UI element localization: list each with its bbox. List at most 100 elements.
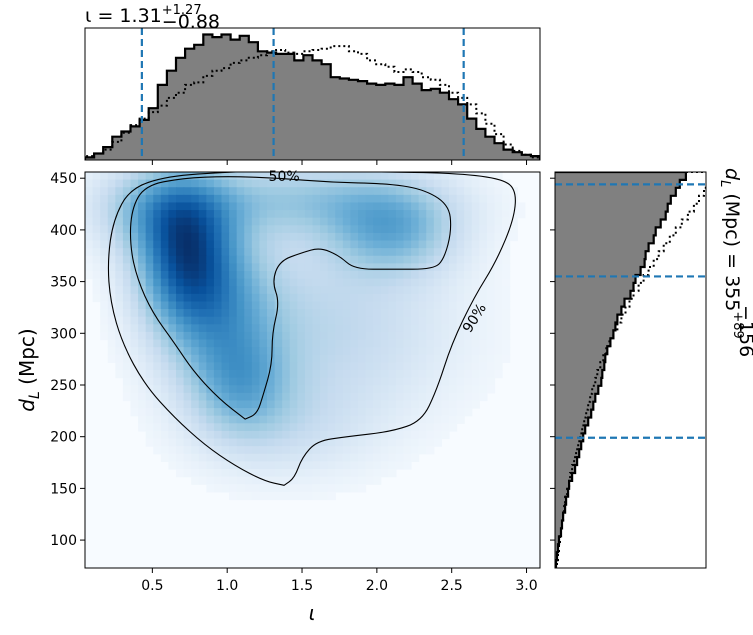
heatmap-cell: [418, 316, 427, 325]
heatmap-cell: [138, 392, 147, 402]
heatmap-cell: [320, 271, 329, 280]
heatmap-cell: [403, 225, 412, 234]
heatmap-cell: [403, 461, 412, 470]
heatmap-cell: [267, 408, 276, 417]
heatmap-cell: [471, 240, 480, 249]
x-tick-label: 0.5: [141, 578, 163, 594]
heatmap-cell: [153, 354, 162, 363]
heatmap-cell: [464, 248, 473, 257]
heatmap-cell: [433, 316, 443, 325]
heatmap-cell: [176, 301, 185, 310]
heatmap-cell: [403, 293, 412, 303]
heatmap-cell: [342, 408, 352, 417]
heatmap-cell: [259, 324, 268, 333]
heatmap-cell: [320, 202, 329, 211]
heatmap-cell: [456, 400, 465, 409]
heatmap-cell: [373, 446, 382, 455]
heatmap-cell: [433, 415, 443, 424]
heatmap-cell: [297, 461, 306, 470]
heatmap-cell: [380, 255, 389, 264]
heatmap-cell: [115, 324, 124, 333]
heatmap-cell: [168, 278, 177, 287]
heatmap-cell: [229, 309, 238, 318]
heatmap-cell: [426, 370, 435, 379]
heatmap-cell: [198, 248, 207, 257]
heatmap-cell: [342, 263, 352, 272]
heatmap-cell: [456, 377, 465, 386]
heatmap-cell: [138, 210, 147, 219]
heatmap-cell: [320, 446, 329, 455]
heatmap-cell: [350, 248, 359, 257]
heatmap-cell: [456, 362, 465, 371]
heatmap-cell: [502, 354, 511, 363]
heatmap-cell: [320, 430, 329, 440]
heatmap-cell: [168, 438, 177, 447]
heatmap-cell: [502, 202, 511, 211]
heatmap-cell: [449, 301, 458, 310]
heatmap-cell: [471, 194, 480, 204]
heatmap-cell: [350, 354, 359, 363]
heatmap-cell: [388, 385, 397, 394]
heatmap-cell: [395, 225, 405, 234]
heatmap-cell: [471, 309, 480, 318]
heatmap-cell: [395, 248, 405, 257]
heatmap-cell: [160, 309, 170, 318]
heatmap-cell: [494, 362, 503, 371]
heatmap-cell: [183, 248, 192, 257]
heatmap-cell: [267, 385, 276, 394]
heatmap-cell: [335, 301, 344, 310]
heatmap-cell: [350, 415, 359, 424]
heatmap-cell: [168, 271, 177, 280]
heatmap-cell: [289, 179, 298, 188]
heatmap-cell: [274, 263, 283, 272]
heatmap-cell: [221, 370, 230, 379]
heatmap-cell: [183, 400, 192, 409]
heatmap-cell: [418, 202, 427, 211]
heatmap-cell: [486, 194, 496, 204]
heatmap-cell: [312, 430, 321, 440]
heatmap-cell: [350, 438, 359, 447]
heatmap-cell: [259, 476, 268, 485]
heatmap-cell: [115, 172, 124, 181]
heatmap-cell: [388, 408, 397, 417]
heatmap-cell: [358, 423, 367, 432]
heatmap-cell: [289, 217, 298, 226]
heatmap-cell: [479, 316, 488, 325]
heatmap-cell: [221, 301, 230, 310]
heatmap-cell: [282, 286, 291, 295]
heatmap-cell: [145, 438, 154, 447]
heatmap-cell: [365, 430, 374, 440]
heatmap-cell: [191, 278, 200, 287]
heatmap-cell: [267, 415, 276, 424]
heatmap-cell: [244, 331, 253, 341]
heatmap-cell: [251, 217, 261, 226]
heatmap-cell: [168, 240, 177, 249]
heatmap-cell: [426, 293, 435, 303]
heatmap-cell: [221, 362, 230, 371]
heatmap-cell: [380, 453, 389, 462]
heatmap-cell: [145, 248, 154, 257]
heatmap-cell: [449, 278, 458, 287]
heatmap-cell: [198, 331, 207, 341]
heatmap-cell: [342, 438, 352, 447]
heatmap-cell: [456, 354, 465, 363]
heatmap-cell: [373, 453, 382, 462]
heatmap-cell: [138, 255, 147, 264]
heatmap-cell: [456, 278, 465, 287]
heatmap-cell: [449, 293, 458, 303]
heatmap-cell: [138, 385, 147, 394]
heatmap-cell: [388, 210, 397, 219]
heatmap-cell: [206, 316, 215, 325]
heatmap-cell: [183, 362, 192, 371]
heatmap-cell: [456, 286, 465, 295]
heatmap-cell: [229, 293, 238, 303]
heatmap-cell: [221, 377, 230, 386]
heatmap-cell: [373, 415, 382, 424]
heatmap-cell: [388, 446, 397, 455]
heatmap-cell: [350, 392, 359, 402]
heatmap-cell: [471, 377, 480, 386]
heatmap-cell: [433, 187, 443, 196]
heatmap-cell: [153, 172, 162, 181]
heatmap-cell: [388, 248, 397, 257]
heatmap-cell: [122, 278, 132, 287]
